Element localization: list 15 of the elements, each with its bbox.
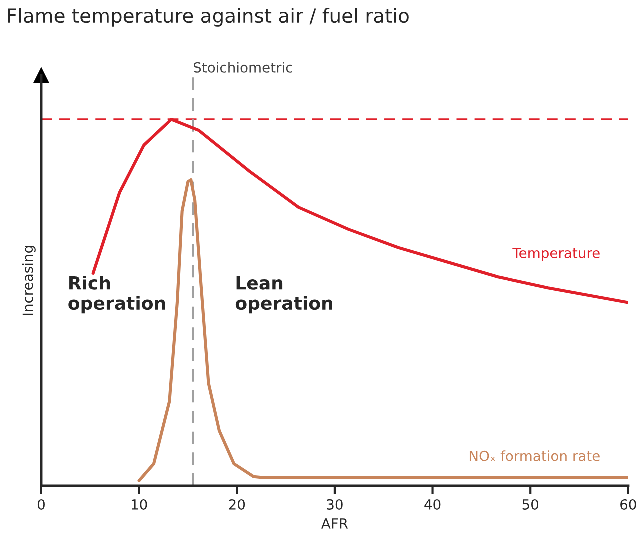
annotation: Rich operation [68,276,166,314]
x-tick-label: 0 [38,499,45,510]
y-axis-title: Increasing [22,246,36,316]
x-tick-label: 30 [327,499,343,510]
annotation: Lean operation [236,276,332,314]
x-tick-label: 60 [620,499,636,510]
x-axis-title: AFR [321,518,348,529]
x-tick-label: 10 [132,499,148,510]
chart-title: Flame temperature against air / fuel ratio [8,8,409,27]
series-label: Temperature [512,248,600,262]
x-tick-label: 20 [229,499,246,510]
x-tick-label: 50 [522,499,539,510]
series-label: NOₓ formation rate [470,450,600,462]
ref-line-label: Stoichiometric [194,62,292,73]
x-tick-label: 40 [424,499,441,510]
